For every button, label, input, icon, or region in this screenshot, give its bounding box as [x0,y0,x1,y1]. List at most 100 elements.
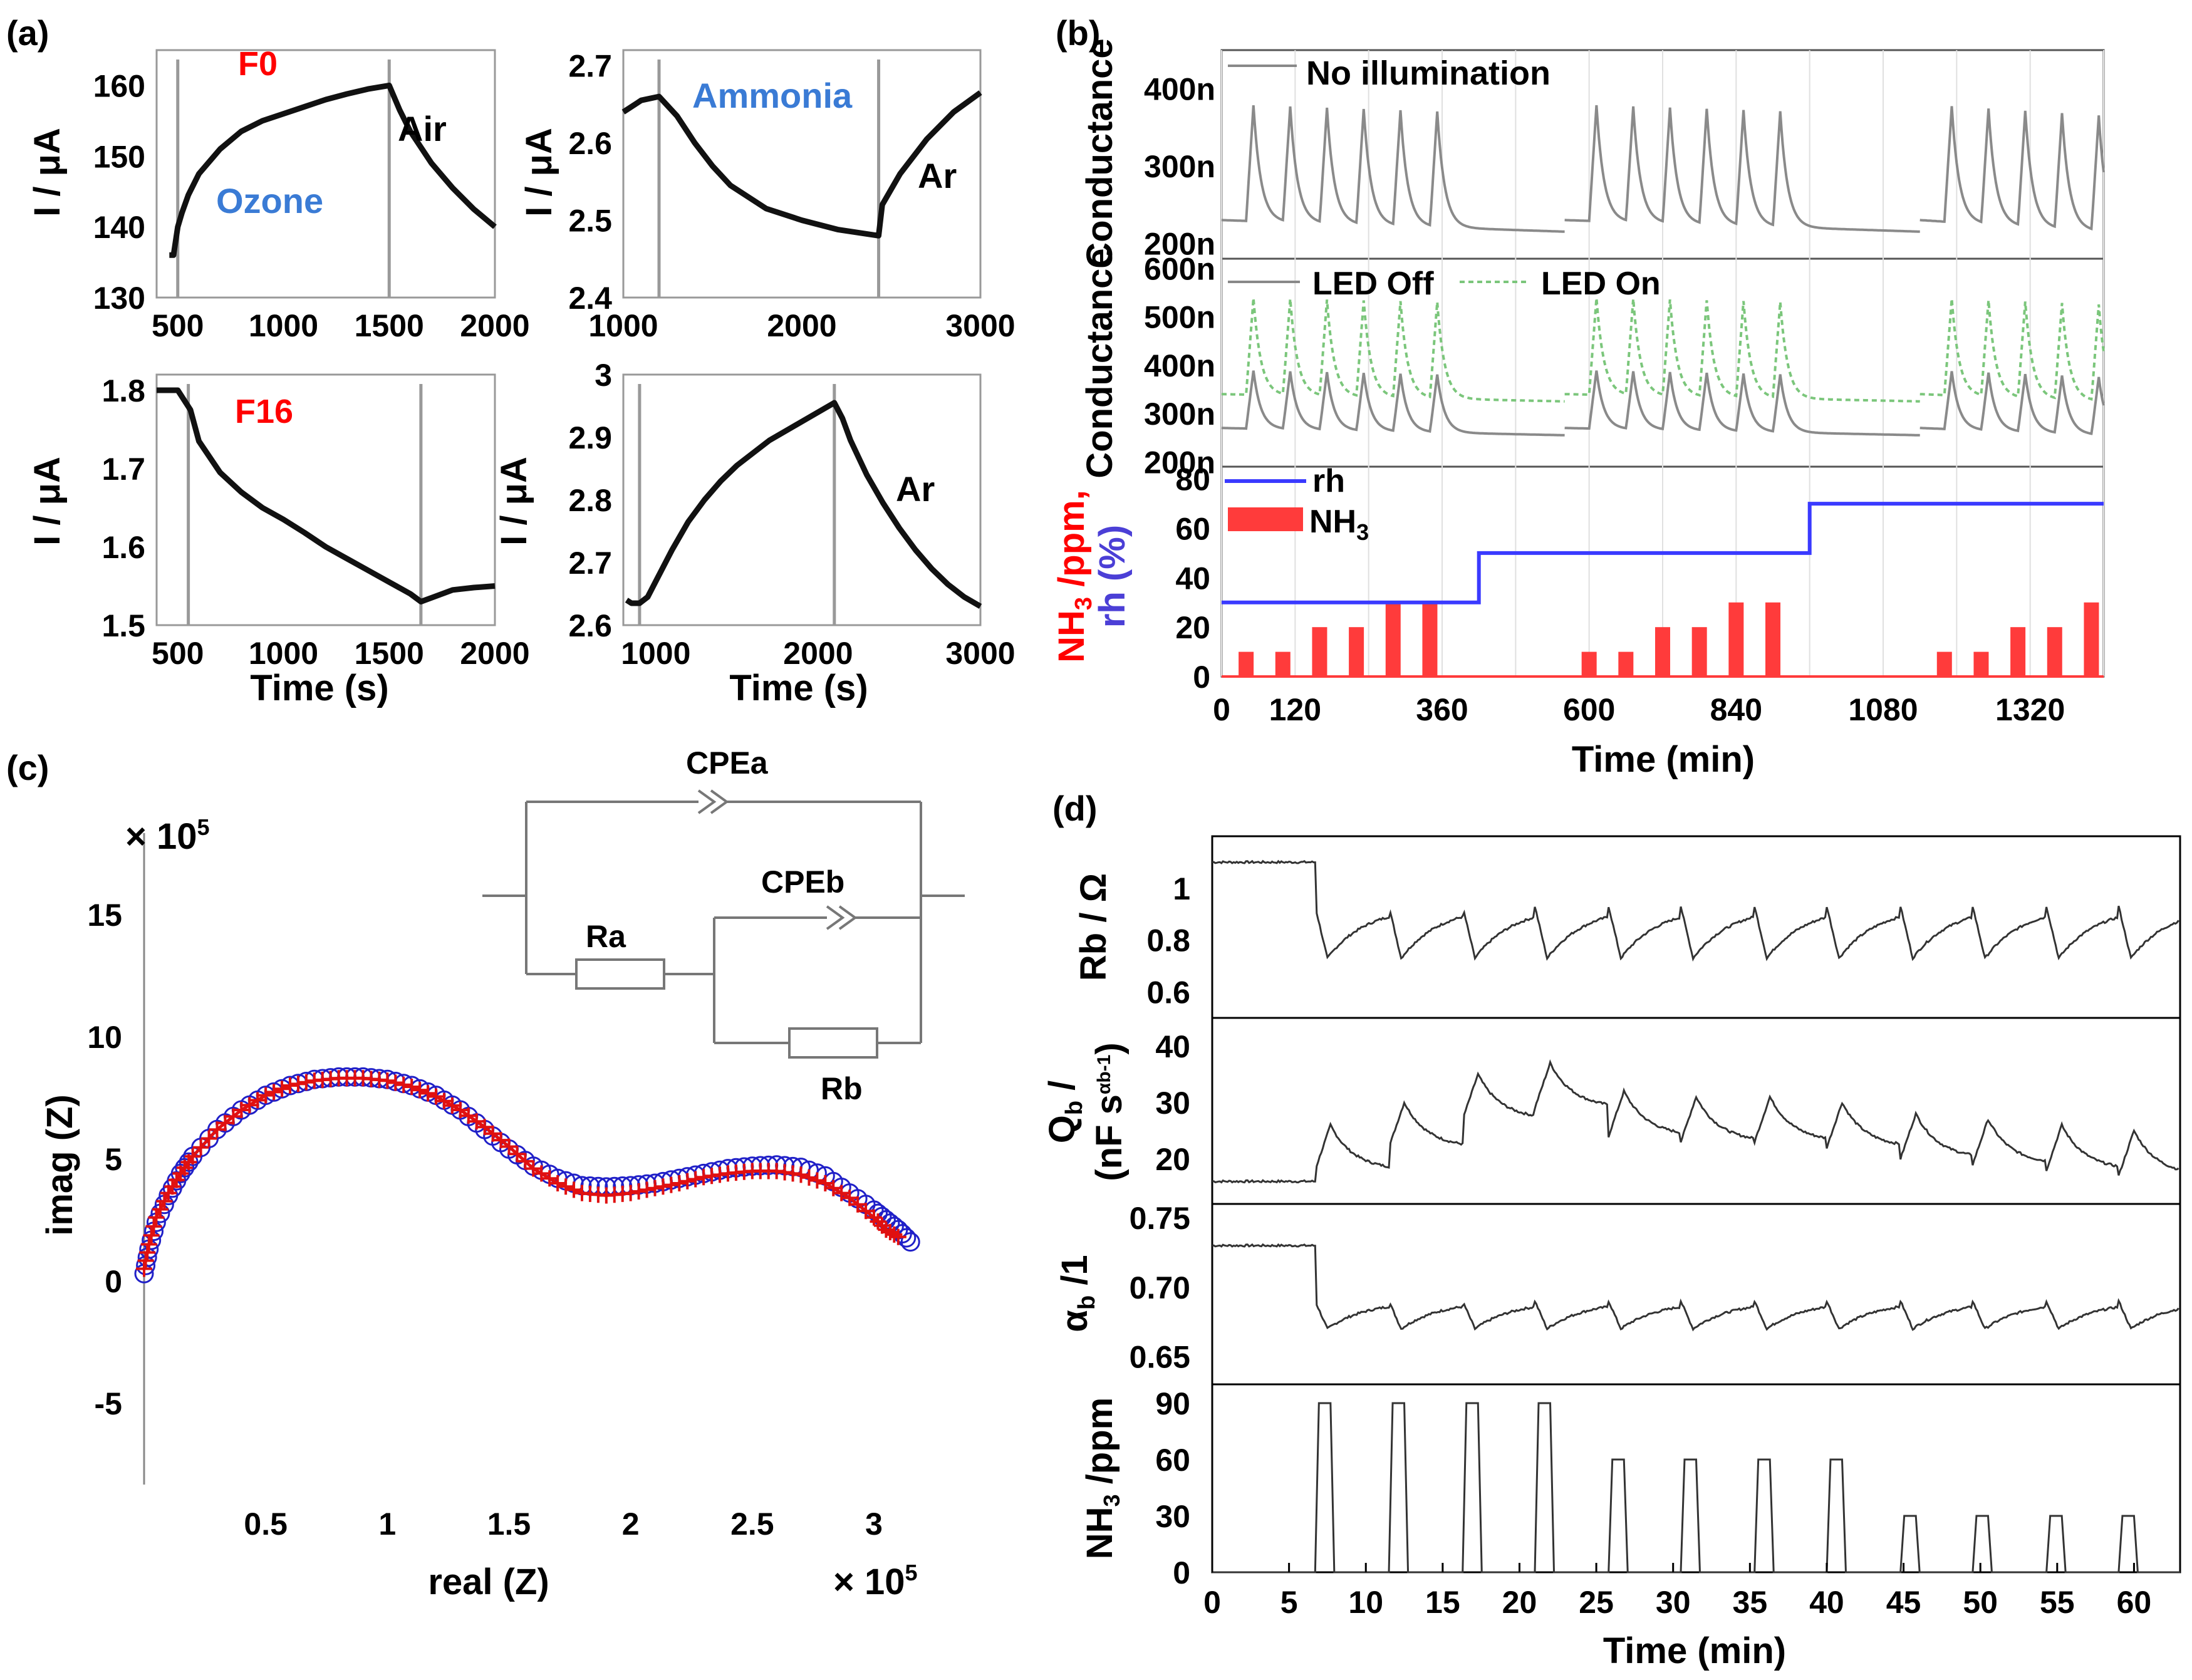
chart-b2-series-led-off [1221,370,2105,437]
chart-b2-ytick: 200n [1144,445,1215,480]
chart-b3-nh3-bar [1973,651,1989,677]
chart-d4-xtick: 55 [2040,1585,2075,1620]
chart-c-xtick: 1 [378,1506,396,1542]
chart-b2-legend-off-label: LED Off [1312,266,1434,302]
chart-a3-ytick: 1.8 [101,373,145,408]
chart-a4-ytick: 2.8 [568,483,612,518]
chart-a3-annotation-f16: F16 [235,393,293,430]
chart-a1-ytick: 160 [93,68,145,103]
chart-c-xtick: 1.5 [487,1506,531,1542]
chart-c-ytick: -5 [95,1386,122,1421]
chart-b1-ytick: 200n [1144,226,1215,261]
chart-d1-ytick: 0.8 [1146,923,1190,958]
chart-a3-xtick: 1000 [249,636,318,671]
chart-d4-ytick: 30 [1155,1499,1190,1534]
chart-d3-series-line [1212,1243,2179,1332]
chart-d3-ytick: 0.70 [1130,1270,1190,1305]
chart-a2-ytick: 2.6 [568,126,612,161]
chart-a3-ylabel: I / μA [27,457,68,546]
chart-c-ytick: 10 [87,1020,122,1055]
chart-c-point-measured [179,1152,199,1172]
chart-b1-ytick: 400n [1144,72,1215,107]
chart-b3-nh3-bar [1936,651,1952,677]
chart-c-point-fit [890,1228,906,1245]
chart-a1-ylabel: I / μA [27,128,68,217]
chart-c-ytick: 0 [105,1264,122,1299]
chart-b2-ylabel: Conductance [1079,248,1120,478]
chart-b1-series-line [1221,105,2105,233]
chart-b3-xtick: 1320 [1995,692,2065,727]
chart-d2-ytick: 30 [1155,1086,1190,1121]
chart-d4-xtick: 0 [1203,1585,1221,1620]
chart-a2-ylabel: I / μA [519,128,559,217]
circuit-label-ra: Ra [586,919,626,954]
chart-a4-annotation-ar: Ar [896,469,935,509]
chart-b3-nh3-bar [2084,602,2099,677]
chart-b3-xtick: 1080 [1848,692,1918,727]
chart-b3-nh3-bar [1765,602,1780,677]
chart-a1-xtick: 1500 [355,308,424,343]
chart-a4-series-line [625,400,982,609]
chart-d4-xtick: 25 [1579,1585,1614,1620]
chart-a3-xtick: 500 [152,636,204,671]
chart-a1-annotation-air: Air [398,109,447,148]
chart-b3-nh3-bar [2047,627,2062,677]
chart-c-xtick: 3 [865,1506,883,1542]
chart-a1-ytick: 150 [93,139,145,174]
circuit-label-cpea: CPEa [686,745,769,780]
chart-b3-nh3-bar [1349,627,1364,677]
chart-a1-annotation-f0: F0 [238,45,278,83]
chart-a4-ytick: 2.7 [568,546,612,581]
chart-a1-xtick: 500 [152,308,204,343]
chart-d3-ylabel: αb /1 [1054,1255,1100,1332]
chart-b3-ytick: 80 [1175,462,1210,497]
chart-a4: 1000 2000 3000 2.6 2.7 2.8 2.9 3 I / μA Ar Time… [494,358,1015,708]
chart-d4-ytick: 0 [1173,1555,1190,1590]
chart-a2-xtick: 1000 [588,308,658,343]
chart-d2-ylabel-units: (nF sαb-1) [1089,1042,1130,1181]
circuit-label-rb: Rb [821,1071,863,1106]
chart-b3-nh3-bar [1385,602,1401,677]
chart-a1-frame [155,49,496,299]
chart-b3-legend-nh3-label: NH3 [1309,504,1369,545]
chart-c-ymultiplier: × 105 [125,814,210,857]
chart-b3-nh3-bar [1618,651,1634,677]
chart-c-ytick: 15 [87,898,122,933]
chart-b3-nh3-bar [1239,651,1254,677]
chart-a2-series-line [621,90,982,239]
chart-d2-ylabel: Qb / [1042,1081,1088,1144]
chart-a3: 500 1000 1500 2000 1.5 1.6 1.7 1.8 I / μA F16 T… [27,373,530,708]
chart-a4-frame [622,373,982,626]
chart-d4-ytick: 90 [1155,1386,1190,1421]
chart-c-xtick: 0.5 [244,1506,288,1542]
chart-a4-xlabel: Time (s) [729,668,868,708]
circuit-label-cpeb: CPEb [761,864,844,900]
chart-b2-series-led-on [1222,298,2105,403]
chart-d4-xtick: 10 [1348,1585,1383,1620]
chart-c-xlabel: real (Z) [428,1562,549,1602]
chart-d4-xlabel: Time (min) [1603,1631,1786,1671]
chart-c-fit-line [142,1076,900,1269]
chart-c-xtick: 2.5 [730,1506,774,1542]
chart-d4-xtick: 20 [1502,1585,1537,1620]
panel-label-a: (a) [6,13,49,53]
chart-c-ytick: 5 [105,1142,122,1177]
chart-d4-series-line [1212,1402,2180,1574]
chart-d1-series-line [1212,859,2179,962]
chart-a3-ytick: 1.7 [101,452,145,487]
chart-d4-xtick: 5 [1280,1585,1298,1620]
chart-b3-ytick: 0 [1193,660,1210,695]
chart-d2-ytick: 20 [1155,1142,1190,1177]
panel-label-c: (c) [6,748,49,787]
chart-b1-legend-label: No illumination [1306,54,1551,92]
chart-b2-ytick: 500n [1144,300,1215,335]
chart-a3-xtick: 1500 [355,636,424,671]
chart-b3-ytick: 40 [1175,561,1210,596]
chart-b3-nh3-bar [1312,627,1327,677]
chart-a2-annotation-ammonia: Ammonia [692,76,853,115]
chart-c-ylabel: imag (Z) [39,1094,80,1236]
chart-b3-xtick: 600 [1563,692,1615,727]
chart-a1-xtick: 1000 [249,308,318,343]
chart-a2-ytick: 2.7 [568,49,612,84]
